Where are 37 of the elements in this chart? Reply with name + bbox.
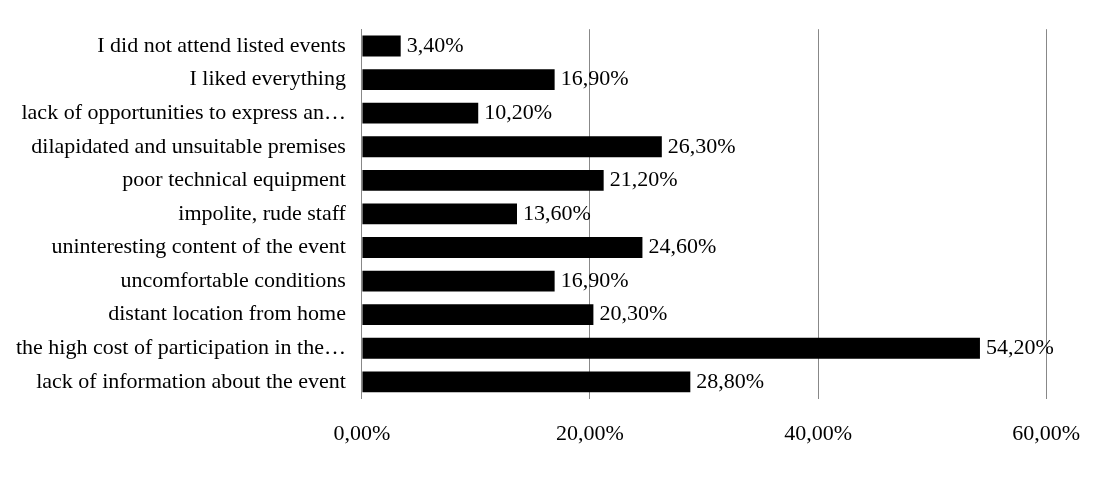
- y-tick-label: I did not attend listed events: [97, 31, 346, 57]
- x-tick-label: 20,00%: [556, 419, 624, 445]
- x-tick-label: 0,00%: [333, 419, 391, 445]
- bar: [362, 136, 662, 158]
- bar: [362, 337, 980, 359]
- data-label: 13,60%: [523, 199, 591, 225]
- y-tick-label: lack of opportunities to express an…: [21, 98, 346, 124]
- y-tick-label: the high cost of participation in the…: [15, 334, 346, 360]
- x-tick-label: 40,00%: [784, 419, 852, 445]
- y-tick-label: impolite, rude staff: [178, 199, 347, 225]
- bar: [362, 169, 604, 191]
- x-tick-label: 60,00%: [1012, 419, 1080, 445]
- bar: [362, 304, 594, 326]
- data-label: 54,20%: [985, 334, 1054, 360]
- data-label: 10,20%: [484, 98, 553, 124]
- bar: [362, 270, 555, 292]
- data-label: 26,30%: [667, 132, 736, 158]
- bar: [362, 69, 555, 90]
- y-tick-label: distant location from home: [108, 300, 346, 326]
- y-tick-label: poor technical equipment: [122, 166, 346, 192]
- bar: [362, 35, 401, 57]
- bar: [362, 237, 643, 258]
- bar: [362, 371, 691, 393]
- data-label: 28,80%: [696, 367, 765, 393]
- y-tick-label: dilapidated and unsuitable premises: [31, 132, 346, 158]
- y-tick-label: I liked everything: [189, 65, 346, 91]
- data-label: 3,40%: [406, 31, 464, 57]
- data-label: 20,30%: [599, 300, 668, 326]
- data-label: 21,20%: [609, 166, 678, 192]
- y-tick-label: lack of information about the event: [36, 367, 346, 393]
- y-tick-label: uncomfortable conditions: [120, 266, 346, 292]
- y-tick-label: uninteresting content of the event: [51, 233, 346, 259]
- bar: [362, 102, 479, 124]
- data-label: 24,60%: [648, 233, 717, 259]
- data-label: 16,90%: [560, 266, 629, 292]
- data-label: 16,90%: [560, 65, 629, 91]
- bar: [362, 203, 517, 225]
